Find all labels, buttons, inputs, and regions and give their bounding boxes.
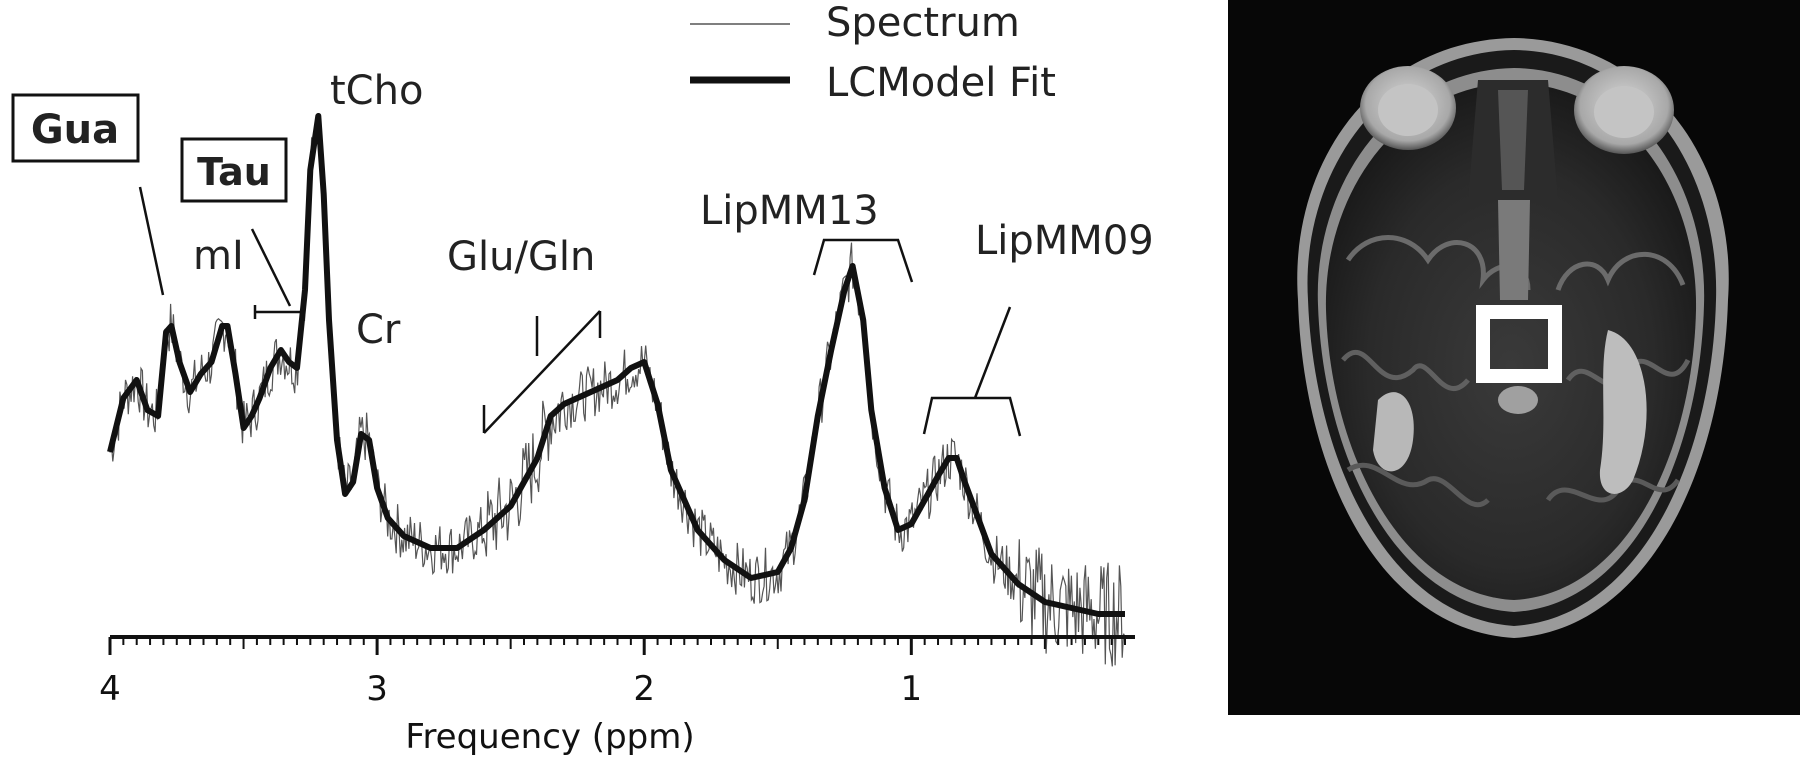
x-tick-label: 4 (99, 669, 121, 709)
gua-label-box (11, 93, 140, 163)
lipmm13-bracket (812, 238, 914, 283)
lipmm09-bracket (922, 396, 1022, 437)
glugln-label: Glu/Gln (447, 234, 595, 280)
lipmm13-label: LipMM13 (700, 188, 879, 234)
legend-fit-label: LCModel Fit (826, 60, 1056, 106)
x-tick-label: 1 (900, 669, 922, 709)
legend: Spectrum LCModel Fit (690, 0, 1056, 106)
brain-mri-image (1228, 0, 1800, 715)
gua-label: Gua (31, 107, 119, 153)
x-tick-label: 2 (633, 669, 655, 709)
fit-series-group (107, 113, 1125, 617)
tau-pointer (250, 228, 292, 307)
mi-label: mI (193, 233, 244, 279)
x-axis-label: Frequency (ppm) (405, 717, 694, 757)
spectrum-chart: 4 3 2 1 Frequency (ppm) Spectrum LCModel Fi… (11, 0, 1154, 757)
voxel-marker (1476, 305, 1562, 383)
x-tick-label: 3 (366, 669, 388, 709)
annotations: Gua Tau mI tCho Cr Glu/Gln LipMM13 LipMM… (11, 68, 1154, 437)
axial-brain-mri-icon (1297, 38, 1729, 638)
gua-pointer (138, 186, 165, 296)
lipmm09-label: LipMM09 (975, 218, 1154, 264)
cr-label: Cr (356, 307, 401, 353)
tau-label-box (180, 137, 288, 203)
lcmodel-fit-line (107, 113, 1125, 617)
x-axis: 4 3 2 1 (99, 635, 1135, 709)
tcho-label: tCho (330, 68, 423, 114)
legend-spectrum-label: Spectrum (826, 0, 1020, 46)
glugln-line-1 (483, 310, 601, 434)
tau-label: Tau (197, 150, 271, 194)
lipmm09-pointer (973, 306, 1012, 399)
